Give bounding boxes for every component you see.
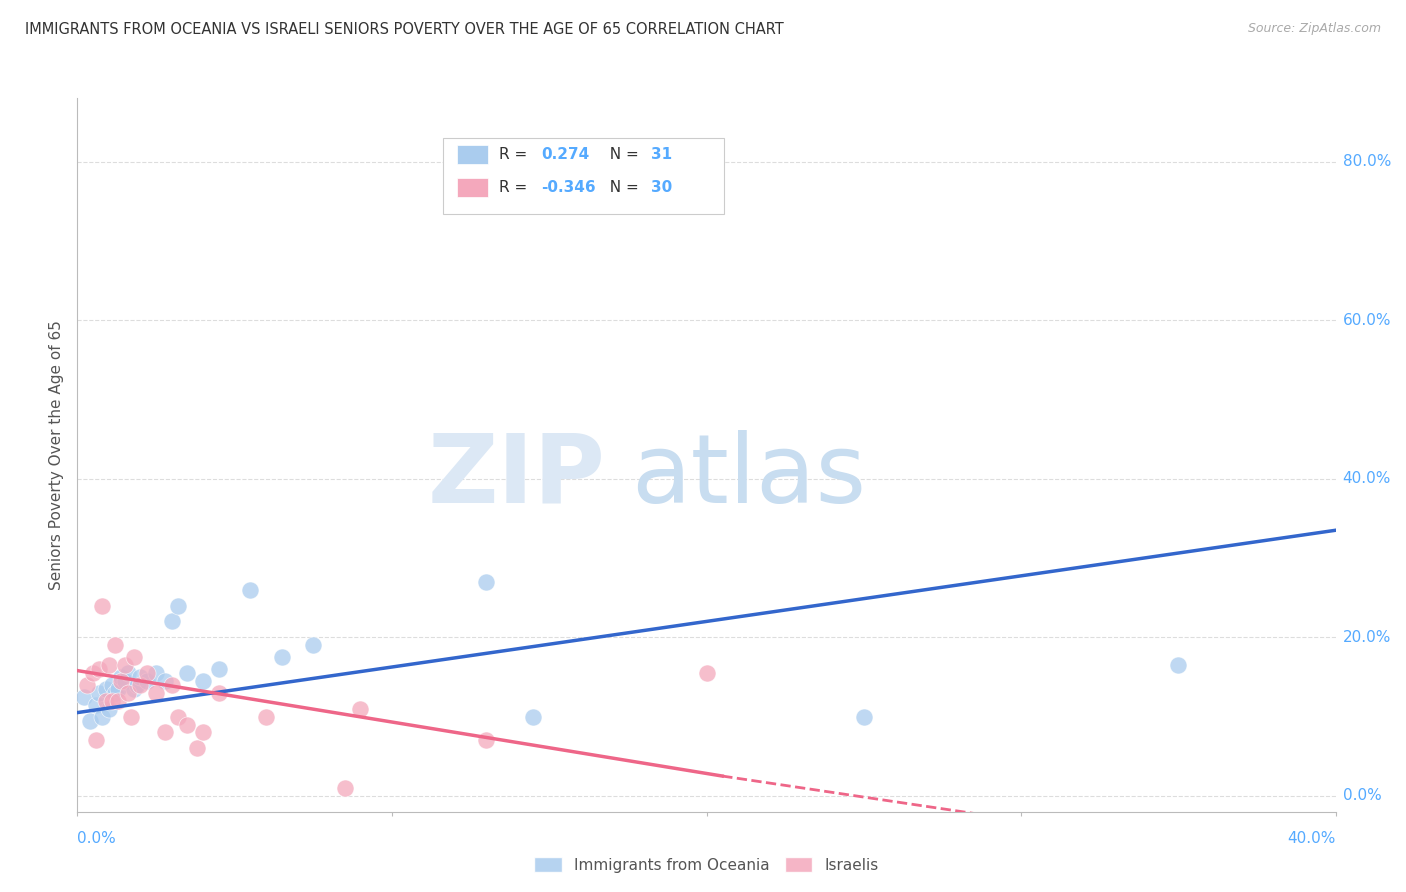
Point [117, 686, 139, 700]
Point [475, 733, 498, 747]
Point [522, 709, 544, 723]
Point [696, 665, 718, 680]
Point [349, 701, 371, 715]
Text: 0.0%: 0.0% [1343, 789, 1382, 804]
Point [101, 678, 124, 692]
Point [145, 686, 167, 700]
Point [107, 681, 129, 696]
Point [186, 741, 208, 756]
Text: N =: N = [600, 180, 644, 194]
Text: 20.0%: 20.0% [1343, 630, 1391, 645]
Point [155, 725, 177, 739]
Point [135, 665, 157, 680]
Point [208, 686, 231, 700]
Point [208, 662, 231, 676]
Point [97, 658, 120, 673]
Point [114, 658, 136, 673]
Point [122, 650, 145, 665]
Point [145, 665, 167, 680]
Point [254, 709, 277, 723]
Point [94, 694, 117, 708]
Text: R =: R = [499, 180, 533, 194]
Point [1167, 658, 1189, 673]
Point [82, 665, 104, 680]
Point [114, 673, 136, 688]
Text: 30: 30 [651, 180, 672, 194]
Point [135, 673, 157, 688]
Point [110, 670, 132, 684]
Point [122, 681, 145, 696]
Point [155, 673, 177, 688]
Point [72, 690, 94, 704]
Text: 40.0%: 40.0% [1288, 831, 1336, 847]
Point [270, 650, 292, 665]
Legend: Immigrants from Oceania, Israelis: Immigrants from Oceania, Israelis [529, 851, 884, 879]
Point [160, 678, 183, 692]
Text: 0.274: 0.274 [541, 147, 589, 161]
Text: 40.0%: 40.0% [1343, 471, 1391, 486]
Point [107, 694, 129, 708]
Point [852, 709, 875, 723]
Point [79, 714, 101, 728]
Point [176, 717, 198, 731]
Point [176, 665, 198, 680]
Point [191, 673, 215, 688]
Text: 0.0%: 0.0% [77, 831, 117, 847]
Point [475, 574, 498, 589]
Text: 31: 31 [651, 147, 672, 161]
Point [129, 670, 152, 684]
Text: R =: R = [499, 147, 533, 161]
Point [333, 780, 356, 795]
Point [91, 599, 114, 613]
Point [89, 686, 111, 700]
Text: Source: ZipAtlas.com: Source: ZipAtlas.com [1247, 22, 1381, 36]
Text: -0.346: -0.346 [541, 180, 596, 194]
Point [84, 698, 107, 712]
Point [127, 678, 149, 692]
Point [84, 733, 107, 747]
Text: IMMIGRANTS FROM OCEANIA VS ISRAELI SENIORS POVERTY OVER THE AGE OF 65 CORRELATIO: IMMIGRANTS FROM OCEANIA VS ISRAELI SENIO… [25, 22, 785, 37]
Point [110, 673, 132, 688]
Point [129, 678, 152, 692]
Text: N =: N = [600, 147, 644, 161]
Point [97, 701, 120, 715]
Point [104, 686, 127, 700]
Point [101, 694, 124, 708]
Point [160, 615, 183, 629]
Point [91, 709, 114, 723]
Point [167, 709, 190, 723]
Point [191, 725, 215, 739]
Point [239, 582, 262, 597]
Text: 80.0%: 80.0% [1343, 154, 1391, 169]
Point [302, 638, 325, 652]
Text: ZIP: ZIP [427, 430, 606, 523]
Text: 60.0%: 60.0% [1343, 312, 1391, 327]
Point [104, 638, 127, 652]
Point [94, 681, 117, 696]
Y-axis label: Seniors Poverty Over the Age of 65: Seniors Poverty Over the Age of 65 [49, 320, 65, 590]
Point [167, 599, 190, 613]
Text: atlas: atlas [631, 430, 866, 523]
Point [117, 665, 139, 680]
Point [89, 662, 111, 676]
Point [76, 678, 98, 692]
Point [120, 709, 142, 723]
